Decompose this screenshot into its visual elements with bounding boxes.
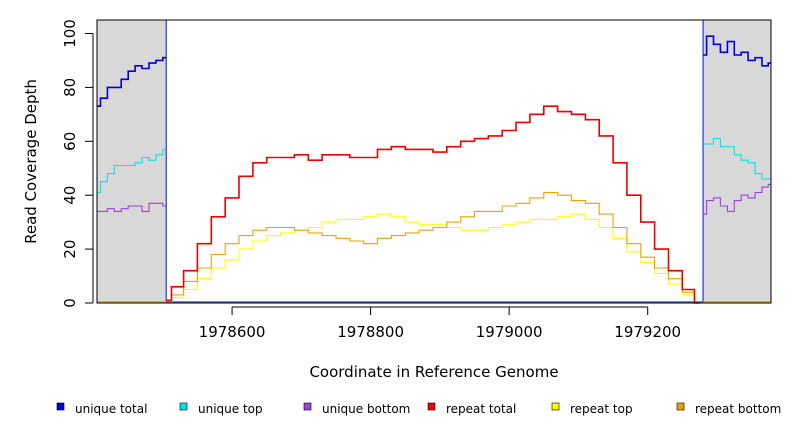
legend-label: repeat total — [446, 402, 516, 416]
x-tick-label: 1978800 — [337, 323, 404, 341]
legend-label: unique total — [75, 402, 147, 416]
shaded-region — [97, 20, 167, 303]
series-line-unique-total — [97, 56, 167, 107]
y-axis: 0 20 40 60 80 100 — [61, 19, 94, 308]
legend-label: unique top — [198, 402, 263, 416]
series-line-unique-top — [703, 138, 771, 180]
legend-swatch — [427, 402, 436, 411]
legend-swatch — [676, 402, 685, 411]
x-tick-label: 1978600 — [199, 323, 266, 341]
y-tick-label: 20 — [61, 240, 79, 259]
legend-swatch — [56, 402, 65, 411]
legend-label: repeat bottom — [695, 402, 781, 416]
x-axis: 1978600 1978800 1979000 1979200 — [199, 306, 681, 341]
series-line-unique-top — [97, 148, 167, 194]
y-tick-label: 80 — [61, 78, 79, 97]
series-line-unique-bottom — [97, 202, 167, 212]
y-tick-label: 100 — [61, 19, 79, 48]
legend-swatch — [303, 402, 312, 411]
y-tick-label: 60 — [61, 132, 79, 151]
x-tick-label: 1979000 — [476, 323, 543, 341]
series-line-repeat-total — [166, 105, 700, 304]
legend: unique total unique top unique bottom repea… — [56, 402, 781, 416]
shaded-regions — [97, 20, 771, 303]
legend-label: unique bottom — [322, 402, 410, 416]
plot-frame — [96, 19, 772, 304]
legend-swatch — [551, 402, 560, 411]
series-line-unique-bottom — [703, 183, 771, 215]
x-tick-label: 1979200 — [614, 323, 681, 341]
series-line-unique-total — [703, 35, 771, 67]
series-line-repeat-top — [166, 213, 700, 304]
legend-swatch — [179, 402, 188, 411]
series-line-repeat-bottom — [166, 191, 700, 304]
y-tick-label: 0 — [61, 298, 79, 308]
y-tick-label: 40 — [61, 186, 79, 205]
x-axis-title: Coordinate in Reference Genome — [309, 363, 558, 381]
series-lines — [97, 35, 771, 304]
y-axis-title: Read Coverage Depth — [22, 79, 40, 244]
shaded-region — [703, 20, 771, 303]
region-boundaries — [97, 20, 771, 303]
legend-label: repeat top — [570, 402, 633, 416]
